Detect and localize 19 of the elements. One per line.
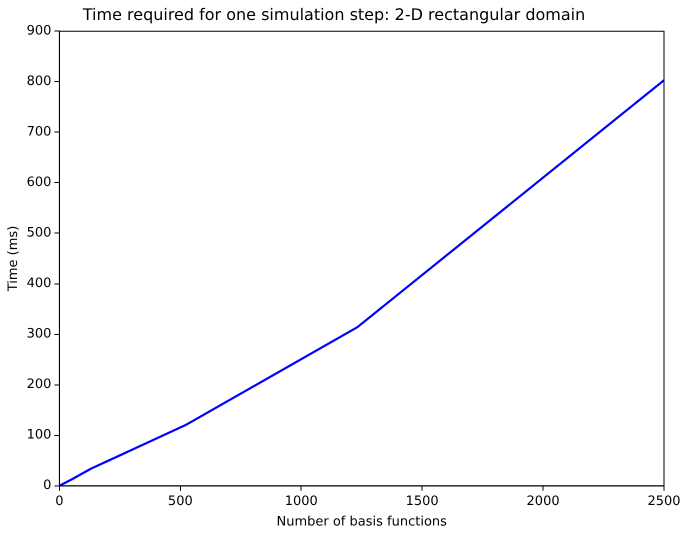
y-tick-label: 700 xyxy=(26,124,52,140)
x-tick-label: 0 xyxy=(55,494,64,509)
y-tick-label: 900 xyxy=(26,24,52,39)
x-tick-label: 2000 xyxy=(526,494,560,509)
y-tick-label: 600 xyxy=(26,175,52,190)
y-tick-label: 800 xyxy=(26,74,52,90)
y-tick-label: 100 xyxy=(26,428,52,443)
x-tick-label: 2500 xyxy=(647,494,681,509)
y-axis-title: Time (ms) xyxy=(6,226,22,292)
y-tick-label: 300 xyxy=(26,326,52,342)
x-tick-label: 1000 xyxy=(284,494,318,509)
x-axis-title: Number of basis functions xyxy=(276,514,448,530)
y-tick-label: 0 xyxy=(43,478,52,494)
y-tick-label: 500 xyxy=(26,226,52,241)
x-tick-label: 500 xyxy=(168,494,193,509)
chart-title: Time required for one simulation step: 2-D rectangular domain xyxy=(82,4,586,24)
y-tick-label: 200 xyxy=(26,377,52,392)
x-tick-label: 1500 xyxy=(406,494,439,509)
y-tick-label: 400 xyxy=(26,276,52,292)
